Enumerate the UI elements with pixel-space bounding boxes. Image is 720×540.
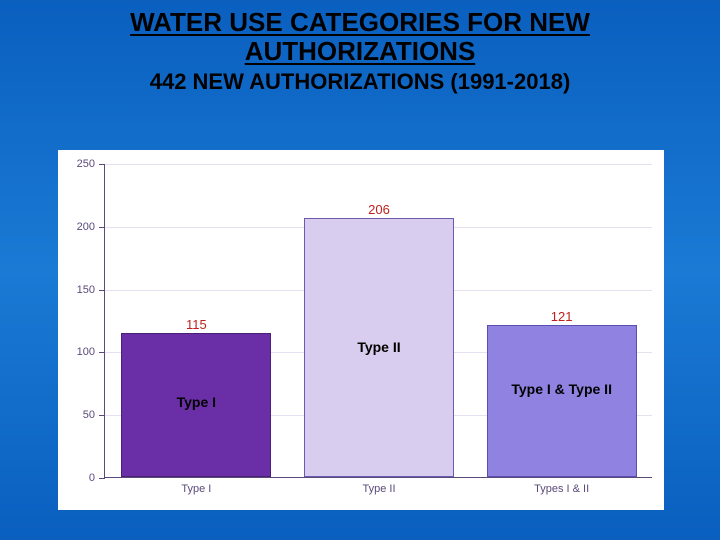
bar: 121Type I & Type II	[487, 325, 637, 477]
x-tick-label: Type I	[181, 477, 211, 495]
bar: 115Type I	[121, 333, 271, 477]
y-tick-label: 200	[77, 221, 105, 233]
bar-value-label: 206	[368, 202, 390, 219]
bar-value-label: 121	[551, 309, 573, 326]
bar-inner-label: Type I	[177, 394, 216, 410]
chart-container: 050100150200250115Type IType I206Type II…	[58, 150, 664, 510]
title-block: WATER USE CATEGORIES FOR NEW AUTHORIZATI…	[0, 0, 720, 95]
y-tick-label: 50	[83, 409, 105, 421]
x-tick-label: Types I & II	[534, 477, 589, 495]
page-subtitle: 442 NEW AUTHORIZATIONS (1991-2018)	[30, 69, 690, 95]
y-tick-label: 100	[77, 346, 105, 358]
bar-value-label: 115	[186, 317, 207, 334]
y-tick-label: 0	[89, 472, 105, 484]
y-tick-label: 150	[77, 284, 105, 296]
plot-area: 050100150200250115Type IType I206Type II…	[104, 164, 652, 478]
gridline	[105, 164, 652, 165]
x-tick-label: Type II	[362, 477, 395, 495]
bar-inner-label: Type I & Type II	[511, 381, 612, 397]
bar: 206Type II	[304, 218, 454, 477]
page-title: WATER USE CATEGORIES FOR NEW AUTHORIZATI…	[30, 8, 690, 65]
y-tick-label: 250	[77, 158, 105, 170]
bar-inner-label: Type II	[357, 339, 400, 355]
